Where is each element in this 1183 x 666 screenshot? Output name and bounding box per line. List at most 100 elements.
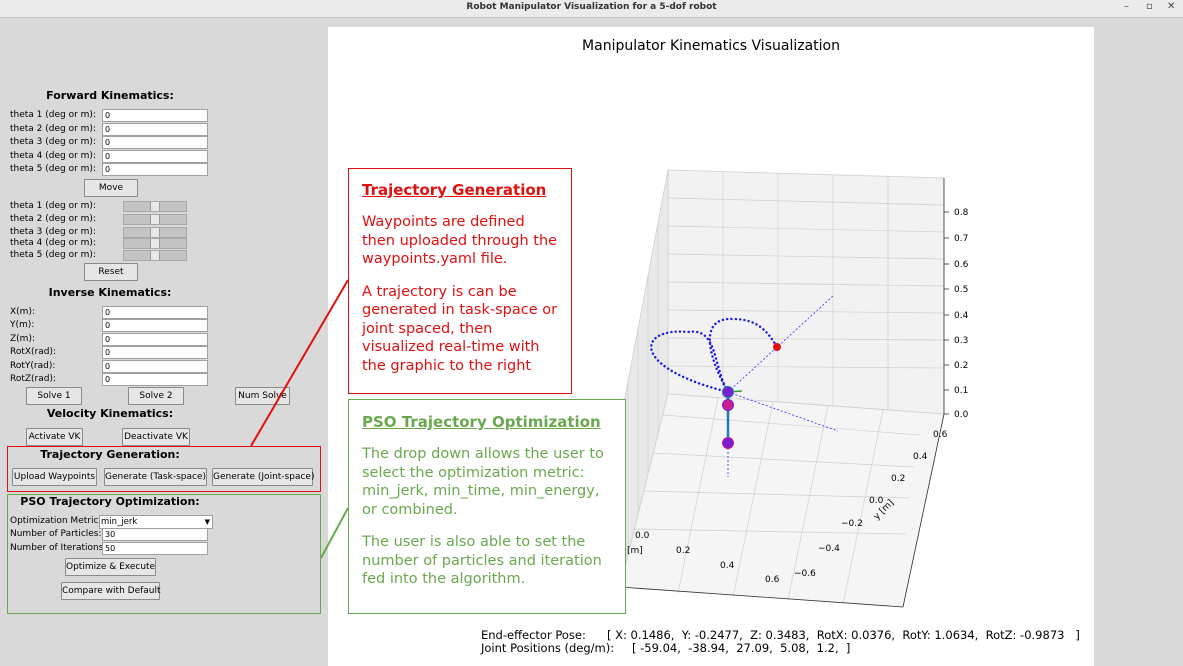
ik-label-y: Y(m): [10, 320, 35, 330]
fk-theta1-input[interactable]: 0 [102, 109, 208, 122]
minimize-icon[interactable]: – [1124, 1, 1129, 12]
maximize-icon[interactable]: ▫ [1146, 1, 1153, 12]
trajectory-path [708, 317, 779, 394]
slider-thumb[interactable] [150, 202, 160, 211]
ik-label-rotx: RotX(rad): [10, 347, 57, 357]
slider-thumb[interactable] [150, 228, 160, 237]
z-tick: 0.4 [954, 311, 969, 321]
theta5-slider[interactable] [123, 250, 187, 261]
y-tick: 0.0 [869, 496, 884, 506]
slider-label-5: theta 5 (deg or m): [10, 250, 96, 260]
slider-label-4: theta 4 (deg or m): [10, 238, 96, 248]
slider-thumb[interactable] [150, 239, 160, 248]
fk-label-2: theta 2 (deg or m): [10, 124, 96, 134]
robot-joint [722, 386, 734, 398]
fk-label-3: theta 3 (deg or m): [10, 137, 96, 147]
y-tick: −0.6 [794, 569, 816, 579]
vk-header: Velocity Kinematics: [46, 407, 174, 420]
z-tick: 0.2 [954, 361, 968, 371]
solve-2-button[interactable]: Solve 2 [128, 387, 184, 405]
z-tick: 0.7 [954, 234, 968, 244]
activate-vk-button[interactable]: Activate VK [26, 428, 83, 446]
move-button[interactable]: Move [84, 179, 138, 197]
theta1-slider[interactable] [123, 201, 187, 212]
trajectory-annotation-title: Trajectory Generation [362, 181, 547, 199]
z-tick: 0.0 [954, 410, 969, 420]
metric-selected: min_jerk [101, 517, 138, 527]
x-tick: 0.0 [635, 531, 650, 541]
ik-label-roty: RotY(rad): [10, 361, 56, 371]
z-tick-marks [944, 211, 949, 415]
ik-z-input[interactable]: 0 [102, 333, 208, 346]
fk-theta5-input[interactable]: 0 [102, 163, 208, 176]
trajectory-header: Trajectory Generation: [40, 448, 180, 461]
theta4-slider[interactable] [123, 238, 187, 249]
close-icon[interactable]: ✕ [1167, 1, 1176, 12]
x-tick: 0.4 [720, 561, 735, 571]
z-tick: 0.8 [954, 208, 969, 218]
z-tick: 0.5 [954, 285, 968, 295]
plot-3d-canvas: 0.8 0.7 0.6 0.5 0.4 0.3 0.2 0.1 0.0 0.6 … [619, 169, 969, 608]
slider-label-2: theta 2 (deg or m): [10, 214, 96, 224]
grid-lines [627, 172, 945, 605]
ik-rotz-input[interactable]: 0 [102, 373, 208, 386]
y-axis-line [902, 413, 945, 608]
trajectory-path [650, 330, 730, 394]
trajectory-annotation-text-1: Waypoints are defined then uploaded thro… [362, 214, 558, 267]
robot-joint [722, 399, 734, 411]
pso-annotation-text-2: The user is also able to set the number … [362, 534, 602, 587]
plot-title: Manipulator Kinematics Visualization [582, 38, 840, 54]
frame-axis-line [727, 391, 839, 432]
optimization-metric-dropdown[interactable]: min_jerk ▼ [99, 515, 213, 529]
end-effector-marker [773, 343, 781, 351]
window-title: Robot Manipulator Visualization for a 5-… [466, 2, 717, 12]
y-tick: −0.2 [841, 519, 863, 529]
ik-rotx-input[interactable]: 0 [102, 346, 208, 359]
fk-theta4-input[interactable]: 0 [102, 150, 208, 163]
reset-button[interactable]: Reset [84, 263, 138, 281]
fk-theta3-input[interactable]: 0 [102, 136, 208, 149]
x-axis-line [619, 586, 904, 608]
theta3-slider[interactable] [123, 227, 187, 238]
fk-label-1: theta 1 (deg or m): [10, 110, 96, 120]
ik-label-rotz: RotZ(rad): [10, 374, 57, 384]
slider-thumb[interactable] [150, 215, 160, 224]
iterations-input[interactable]: 50 [102, 542, 208, 555]
slider-label-1: theta 1 (deg or m): [10, 201, 96, 211]
fk-label-4: theta 4 (deg or m): [10, 151, 96, 161]
ik-y-input[interactable]: 0 [102, 319, 208, 332]
generate-joint-space-button[interactable]: Generate (Joint-space) [212, 468, 314, 486]
pso-annotation-box: PSO Trajectory Optimization The drop dow… [348, 399, 626, 614]
joint-positions-label: Joint Positions (deg/m): [481, 641, 615, 655]
trajectory-annotation-box: Trajectory Generation Waypoints are defi… [348, 168, 572, 394]
pso-annotation-text-1: The drop down allows the user to select … [362, 446, 604, 518]
deactivate-vk-button[interactable]: Deactivate VK [122, 428, 190, 446]
z-axis-ticks: 0.8 0.7 0.6 0.5 0.4 0.3 0.2 0.1 0.0 [954, 208, 969, 420]
z-tick: 0.3 [954, 336, 968, 346]
ee-pose-value: [ X: 0.1486, Y: -0.2477, Z: 0.3483, RotX… [607, 628, 1080, 642]
pso-annotation-title: PSO Trajectory Optimization [362, 413, 601, 431]
y-tick: −0.4 [818, 544, 840, 554]
y-tick: 0.4 [913, 452, 928, 462]
trajectory-section-highlight [7, 446, 321, 492]
ik-roty-input[interactable]: 0 [102, 360, 208, 373]
floor-pane [619, 393, 945, 608]
num-solve-button[interactable]: Num Solve [235, 387, 290, 405]
ik-x-input[interactable]: 0 [102, 306, 208, 319]
optimize-execute-button[interactable]: Optimize & Execute [65, 558, 156, 576]
z-tick: 0.6 [954, 260, 969, 270]
generate-task-space-button[interactable]: Generate (Task-space) [104, 468, 207, 486]
compare-default-button[interactable]: Compare with Default [61, 582, 161, 600]
particles-input[interactable]: 30 [102, 528, 208, 541]
slider-label-3: theta 3 (deg or m): [10, 227, 96, 237]
slider-thumb[interactable] [150, 251, 160, 260]
solve-1-button[interactable]: Solve 1 [26, 387, 82, 405]
x-axis-ticks: 0.0 0.2 0.4 0.6 [635, 531, 780, 585]
z-tick: 0.1 [954, 386, 968, 396]
x-tick: 0.6 [765, 575, 780, 585]
upload-waypoints-button[interactable]: Upload Waypoints [12, 468, 97, 486]
y-axis-ticks: 0.6 0.4 0.2 0.0 −0.2 −0.4 −0.6 [794, 430, 948, 579]
fk-theta2-input[interactable]: 0 [102, 123, 208, 136]
theta2-slider[interactable] [123, 214, 187, 225]
trajectory-annotation-text-2: A trajectory is can be generated in task… [362, 283, 558, 374]
